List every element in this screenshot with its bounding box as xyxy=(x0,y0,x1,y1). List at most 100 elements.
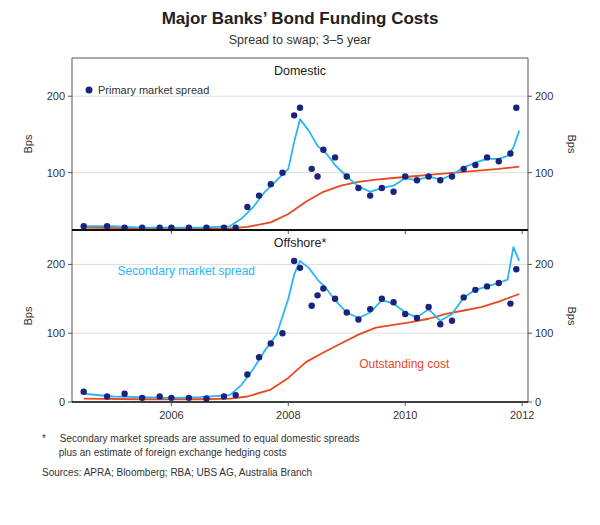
scatter-point xyxy=(139,225,145,230)
x-tick xyxy=(522,402,523,406)
y-tick-label: 200 xyxy=(47,258,65,270)
title: Major Banks’ Bond Funding Costs xyxy=(162,9,439,28)
scatter-point xyxy=(344,173,350,179)
scatter-point xyxy=(449,173,455,179)
frame-top xyxy=(72,58,528,59)
scatter-point xyxy=(507,300,513,306)
panel-label: Offshore* xyxy=(274,236,327,250)
grid-line xyxy=(72,333,528,334)
chart: Major Banks’ Bond Funding Costs Spread to… xyxy=(0,0,600,525)
scatter-point xyxy=(460,294,466,300)
scatter-point xyxy=(203,225,209,230)
y2-tick-label: 100 xyxy=(535,167,553,179)
y-tick xyxy=(68,402,72,403)
panel: 010020001002002006200820102012BpsBpsOffs… xyxy=(22,230,578,421)
scatter-point xyxy=(379,296,385,302)
legend: Primary market spread xyxy=(86,84,210,96)
y-tick xyxy=(68,96,72,97)
scatter-point xyxy=(513,266,519,272)
scatter-point xyxy=(390,189,396,195)
scatter-point xyxy=(484,283,490,289)
scatter-point xyxy=(291,112,297,118)
scatter-point xyxy=(314,292,320,298)
y2-tick-label: 0 xyxy=(535,396,541,408)
scatter-point xyxy=(320,285,326,291)
footnote: * Secondary market spreads are assumed t… xyxy=(42,433,359,444)
y2-tick-label: 100 xyxy=(535,327,553,339)
y2-axis-line xyxy=(528,230,529,402)
y-axis-line xyxy=(72,58,73,230)
scatter-point xyxy=(256,192,262,198)
scatter-point xyxy=(414,177,420,183)
scatter-point xyxy=(268,340,274,346)
scatter-point xyxy=(344,309,350,315)
series-label: Outstanding cost xyxy=(359,357,450,371)
scatter-point xyxy=(472,287,478,293)
scatter-point xyxy=(513,104,519,110)
scatter-point xyxy=(367,192,373,198)
scatter-point xyxy=(449,318,455,324)
scatter-point xyxy=(437,321,443,327)
scatter-point xyxy=(367,306,373,312)
scatter-point xyxy=(308,302,314,308)
legend-marker xyxy=(86,87,93,94)
x-tick xyxy=(405,402,406,406)
y2-tick-label: 200 xyxy=(535,258,553,270)
scatter-point xyxy=(156,225,162,230)
scatter-point xyxy=(402,311,408,317)
y-tick xyxy=(68,333,72,334)
y2-tick xyxy=(528,172,532,173)
scatter-point xyxy=(390,299,396,305)
scatter-point xyxy=(332,154,338,160)
scatter-point xyxy=(156,393,162,399)
legend-label: Primary market spread xyxy=(98,84,209,96)
scatter-point xyxy=(268,181,274,187)
y2-tick xyxy=(528,402,532,403)
frame-top xyxy=(72,229,528,230)
footnote: plus an estimate of foreign exchange hed… xyxy=(42,447,287,458)
scatter-point xyxy=(402,173,408,179)
scatter-point xyxy=(232,225,238,230)
scatter-point xyxy=(168,225,174,230)
scatter-point xyxy=(297,104,303,110)
series-line xyxy=(84,167,520,229)
y-tick xyxy=(68,172,72,173)
y2-axis-label: Bps xyxy=(566,135,578,154)
scatter-point xyxy=(104,393,110,399)
scatter-point xyxy=(168,395,174,401)
scatter-point xyxy=(186,395,192,401)
scatter-point xyxy=(437,177,443,183)
scatter-point xyxy=(221,225,227,230)
scatter-point xyxy=(332,296,338,302)
scatter-point xyxy=(472,162,478,168)
x-tick-label: 2010 xyxy=(393,409,417,421)
y-tick-label: 100 xyxy=(47,327,65,339)
scatter-point xyxy=(80,388,86,394)
scatter-point xyxy=(244,204,250,210)
scatter-point xyxy=(244,371,250,377)
scatter-point xyxy=(314,173,320,179)
y-axis-label: Bps xyxy=(22,134,34,153)
scatter-point xyxy=(460,166,466,172)
scatter-point xyxy=(121,225,127,230)
scatter-point xyxy=(425,173,431,179)
scatter-point xyxy=(379,185,385,191)
scatter-point xyxy=(203,395,209,401)
scatter-point xyxy=(80,223,86,229)
y-tick-label: 0 xyxy=(59,396,65,408)
y2-axis-line xyxy=(528,58,529,230)
scatter-point xyxy=(279,330,285,336)
x-tick xyxy=(288,402,289,406)
y-tick-label: 200 xyxy=(47,90,65,102)
scatter-point xyxy=(425,304,431,310)
y-tick xyxy=(68,264,72,265)
series-label: Secondary market spread xyxy=(118,264,255,278)
y2-tick xyxy=(528,264,532,265)
x-axis-line xyxy=(72,401,528,402)
y2-axis-label: Bps xyxy=(566,307,578,326)
data-group xyxy=(80,104,519,230)
panel: 100200100200BpsBpsDomestic xyxy=(22,58,578,234)
scatter-point xyxy=(308,166,314,172)
y2-tick-label: 200 xyxy=(535,90,553,102)
subtitle: Spread to swap; 3–5 year xyxy=(229,33,371,47)
